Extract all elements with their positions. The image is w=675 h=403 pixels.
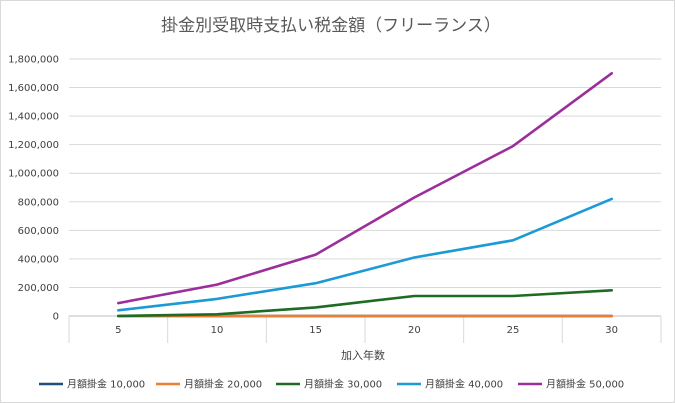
y-tick-label: 600,000: [18, 226, 59, 237]
legend: 月額掛金 10,000 月額掛金 20,000 月額掛金 30,000 月額掛金 40…: [39, 378, 624, 391]
series-line-5: [117, 72, 613, 305]
chart-title: 掛金別受取時支払い税金額（フリーランス）: [161, 16, 501, 36]
x-tick-label: 20: [408, 325, 421, 336]
x-tick-label: 5: [115, 325, 121, 336]
y-tick-label: 0: [53, 312, 59, 323]
legend-label: 月額掛金 50,000: [546, 378, 624, 391]
y-tick-label: 1,600,000: [8, 83, 59, 94]
x-tick-label: 10: [211, 325, 224, 336]
series-line-4: [117, 197, 613, 312]
y-tick-label: 800,000: [18, 197, 59, 208]
y-tick-label: 200,000: [18, 283, 59, 294]
legend-label: 月額掛金 20,000: [184, 378, 262, 391]
x-tick-label: 30: [605, 325, 618, 336]
series-lines: [117, 72, 613, 318]
y-tick-label: 400,000: [18, 254, 59, 265]
x-axis-title: 加入年数: [341, 348, 385, 362]
x-axis-ticks: 5 10 15 20 25 30: [115, 325, 618, 336]
series-line-3: [117, 289, 613, 318]
legend-label: 月額掛金 10,000: [67, 378, 145, 391]
y-axis-ticks: 0 200,000 400,000 600,000 800,000 1,000,000 1,…: [8, 55, 59, 323]
y-tick-label: 1,000,000: [8, 169, 59, 180]
y-tick-label: 1,800,000: [8, 55, 59, 66]
y-tick-label: 1,400,000: [8, 112, 59, 123]
legend-label: 月額掛金 30,000: [304, 378, 382, 391]
legend-label: 月額掛金 40,000: [425, 378, 503, 391]
y-tick-label: 1,200,000: [8, 140, 59, 151]
x-tick-label: 15: [309, 325, 322, 336]
x-tick-label: 25: [507, 325, 520, 336]
